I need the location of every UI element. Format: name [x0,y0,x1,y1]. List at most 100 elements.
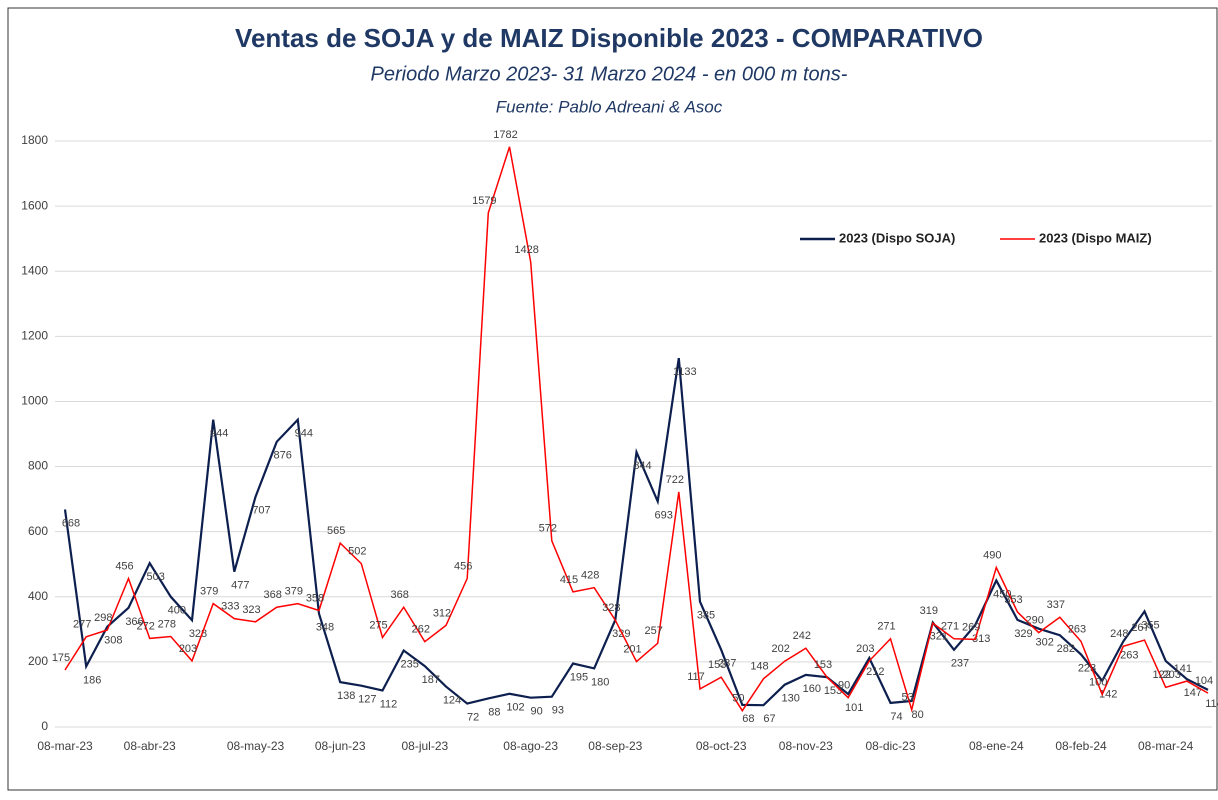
data-label: 263 [1068,623,1086,635]
y-tick-label: 1800 [21,133,48,147]
y-tick-label: 600 [28,524,48,538]
x-tick-label: 08-ene-24 [969,739,1024,753]
data-label: 80 [912,709,924,721]
data-label: 337 [1047,599,1065,611]
data-label: 944 [295,428,313,440]
data-label: 203 [856,643,874,655]
data-label: 368 [390,589,408,601]
data-label: 456 [454,560,472,572]
y-tick-label: 1200 [21,329,48,343]
data-label: 1133 [673,366,697,378]
data-label: 175 [52,652,70,664]
x-tick-label: 08-oct-23 [696,739,747,753]
data-label: 248 [1110,628,1128,640]
data-label: 944 [210,428,228,440]
data-label: 385 [697,610,715,622]
data-label: 112 [380,698,398,710]
data-label: 72 [467,711,479,723]
data-label: 237 [951,658,969,670]
data-label: 328 [602,602,620,614]
data-label: 319 [920,605,938,617]
data-label: 308 [104,635,122,647]
data-label: 147 [1184,687,1202,699]
data-label: 503 [146,571,164,583]
data-label: 53 [902,692,914,704]
data-label: 358 [306,592,324,604]
data-label: 153 [708,659,726,671]
data-label: 138 [337,690,355,702]
data-label: 400 [168,605,186,617]
data-label: 67 [763,713,775,725]
data-label: 876 [273,450,291,462]
data-label: 127 [358,694,376,706]
data-label: 355 [1141,619,1159,631]
data-label: 187 [422,674,440,686]
x-tick-label: 08-may-23 [227,739,285,753]
data-label: 312 [433,607,451,619]
data-label: 180 [591,676,609,688]
data-label: 693 [654,509,672,521]
data-label: 366 [125,616,143,628]
data-label: 277 [73,619,91,631]
series-line [63,357,1209,707]
data-label: 122 [1152,669,1170,681]
chart-source: Fuente: Pablo Adreani & Asoc [496,97,723,116]
data-label: 203 [179,643,197,655]
y-tick-label: 800 [28,459,48,473]
data-label: 272 [136,620,154,632]
data-label: 844 [633,460,651,472]
data-label: 90 [838,680,850,692]
data-label: 88 [488,706,500,718]
data-label: 321 [930,630,948,642]
data-label: 101 [845,702,863,714]
data-label: 262 [412,624,430,636]
data-label: 415 [560,574,578,586]
x-tick-label: 08-dic-23 [865,739,915,753]
data-label: 271 [877,621,895,633]
y-tick-label: 1000 [21,394,48,408]
data-label: 141 [1174,663,1192,675]
data-label: 328 [189,628,207,640]
data-label: 275 [369,619,387,631]
data-label: 1782 [493,129,517,141]
series-line [64,146,1209,713]
data-label: 428 [581,570,599,582]
x-tick-label: 08-jun-23 [315,739,366,753]
data-label: 282 [1057,643,1075,655]
data-label: 212 [866,666,884,678]
legend-label: 2023 (Dispo SOJA) [839,230,955,245]
x-tick-label: 08-mar-24 [1138,739,1194,753]
data-label: 202 [771,643,789,655]
data-label: 203 [1162,669,1180,681]
data-label: 348 [316,622,334,634]
data-label: 668 [62,517,80,529]
legend-label: 2023 (Dispo MAIZ) [1039,230,1152,245]
data-label: 572 [539,523,557,535]
data-label: 117 [687,671,705,683]
data-label: 130 [781,693,799,705]
data-label: 102 [506,702,524,714]
y-tick-label: 200 [28,654,48,668]
data-label: 100 [1089,676,1107,688]
x-tick-label: 08-jul-23 [401,739,448,753]
data-label: 242 [793,630,811,642]
data-label: 68 [742,713,754,725]
data-label: 90 [531,706,543,718]
data-label: 456 [115,560,133,572]
y-tick-label: 0 [41,719,48,733]
data-label: 201 [623,643,641,655]
data-label: 1428 [514,244,538,256]
data-label: 195 [570,671,588,683]
data-label: 722 [666,474,684,486]
data-label: 379 [200,586,218,598]
chart-subtitle: Periodo Marzo 2023- 31 Marzo 2024 - en 0… [371,63,848,85]
data-label: 290 [1025,614,1043,626]
data-label: 329 [1014,628,1032,640]
data-label: 298 [94,612,112,624]
x-tick-label: 08-nov-23 [779,739,833,753]
chart-frame [7,7,1218,791]
y-tick-label: 400 [28,589,48,603]
data-label: 269 [962,621,980,633]
data-label: 565 [327,525,345,537]
